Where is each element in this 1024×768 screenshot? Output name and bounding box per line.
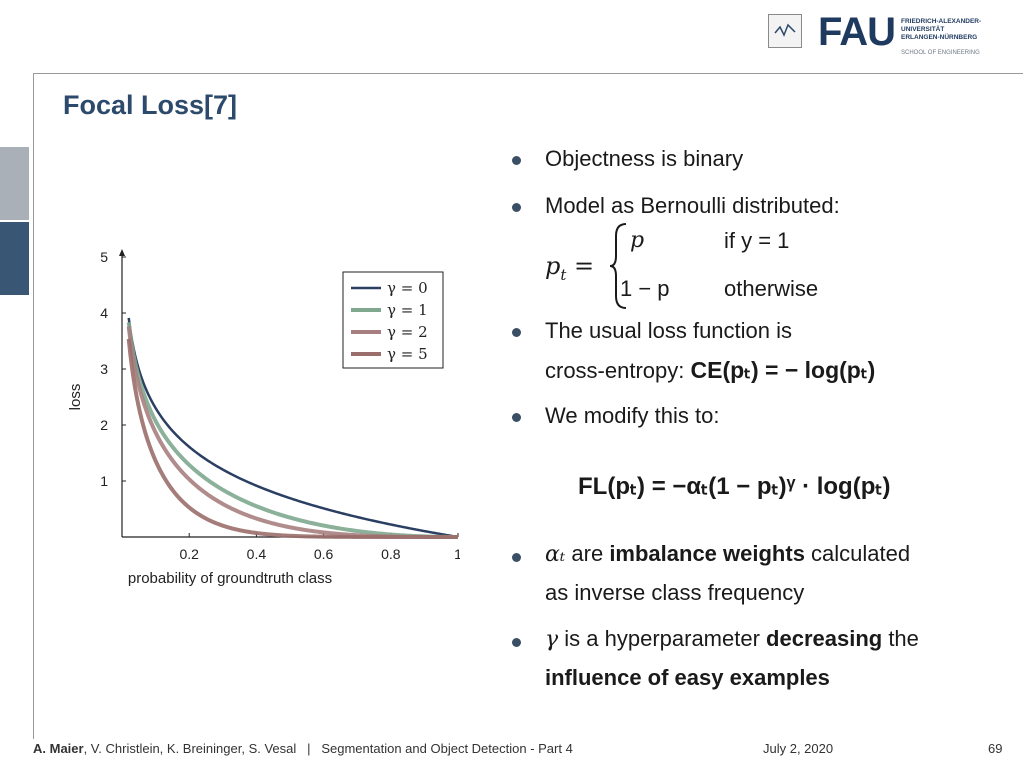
- bullet-gamma: γ is a hyperparameter decreasing the: [545, 626, 919, 652]
- footer-authors: A. Maier, V. Christlein, K. Breininger, …: [33, 741, 573, 756]
- footer-separator: |: [307, 741, 311, 756]
- y-tick-label: 1: [100, 473, 108, 489]
- footer-page-number: 69: [988, 741, 1003, 756]
- bullet-dot: [512, 638, 521, 647]
- focal-loss-chart: 0.2 0.4 0.6 0.8 1 1 2 3 4 5 probability of groundt…: [67, 249, 460, 587]
- sidebar-tab-previous[interactable]: [0, 147, 29, 220]
- logo-wordmark: FAU: [818, 10, 896, 54]
- logo-school-name: SCHOOL OF ENGINEERING: [901, 50, 980, 56]
- bullet-alpha-line2: as inverse class frequency: [545, 580, 805, 605]
- bullet-alpha: αₜ are imbalance weights calculated: [545, 541, 910, 567]
- x-tick-label: 0.4: [247, 546, 267, 562]
- footer-lecture-title: Segmentation and Object Detection - Part…: [321, 741, 573, 756]
- legend-entry: γ = 5: [387, 345, 428, 363]
- legend-entry: γ = 0: [387, 279, 428, 297]
- case2-value: 1 − p: [620, 276, 670, 301]
- y-tick-label: 5: [100, 249, 108, 265]
- y-tick-label: 4: [100, 305, 108, 321]
- logo-university-name: FRIEDRICH-ALEXANDER- UNIVERSITÄT ERLANGE…: [901, 18, 982, 41]
- case1-condition: if y = 1: [724, 228, 790, 253]
- pt-subscript: t: [560, 265, 567, 284]
- case2-condition: otherwise: [724, 276, 819, 301]
- imbalance-weights-term: imbalance weights: [609, 541, 805, 566]
- legend-entry: γ = 2: [387, 323, 428, 341]
- y-axis-arrow-icon: [119, 249, 125, 256]
- y-tick-label: 2: [100, 417, 108, 433]
- bullet-dot: [512, 203, 521, 212]
- bullet-list: Objectness is binary Model as Bernoulli …: [512, 0, 1012, 768]
- alpha-text-2: calculated: [804, 541, 911, 566]
- brace-icon: [609, 223, 627, 309]
- legend-entry: γ = 1: [387, 301, 428, 319]
- y-axis-label: loss: [67, 384, 84, 411]
- faculty-seal-icon: [768, 14, 802, 48]
- pt-lhs: pt =: [545, 252, 595, 284]
- x-tick-label: 0.6: [314, 546, 334, 562]
- slide-frame: [33, 73, 1023, 739]
- pt-symbol: p: [545, 252, 561, 280]
- gamma-symbol: γ: [545, 627, 559, 652]
- bullet-objectness: Objectness is binary: [545, 146, 744, 171]
- bullet-dot: [512, 413, 521, 422]
- series-line-gamma-0: [127, 317, 459, 539]
- gamma-text-2: the: [882, 626, 919, 651]
- x-tick-label: 0.2: [179, 546, 199, 562]
- focal-loss-formula: FL(pₜ) = −αₜ(1 − pₜ)ᵞ · log(pₜ): [578, 473, 891, 500]
- bullet-bernoulli: Model as Bernoulli distributed:: [545, 193, 840, 218]
- university-logo: FAU FRIEDRICH-ALEXANDER- UNIVERSITÄT ERL…: [768, 10, 988, 60]
- bullet-modify: We modify this to:: [545, 403, 720, 428]
- x-tick-label: 0.8: [381, 546, 401, 562]
- bullet-dot: [512, 328, 521, 337]
- cross-entropy-formula: CE(pₜ) = − log(pₜ): [690, 357, 876, 383]
- case1-value: p: [630, 228, 645, 253]
- x-axis-label: probability of groundtruth class: [128, 570, 332, 587]
- decreasing-term: decreasing: [766, 626, 883, 651]
- bullet-loss-function: The usual loss function is: [545, 318, 793, 343]
- gamma-text-1: is a hyperparameter: [558, 626, 767, 651]
- bullet-gamma-line2: influence of easy examples: [545, 665, 830, 690]
- y-tick-label: 3: [100, 361, 108, 377]
- alpha-text-1: are: [565, 541, 610, 566]
- bullet-dot: [512, 553, 521, 562]
- sidebar-tab-current[interactable]: [0, 222, 29, 295]
- footer-date: July 2, 2020: [763, 741, 834, 756]
- series-line-gamma-5: [126, 338, 458, 539]
- slide-title: Focal Loss[7]: [63, 90, 238, 120]
- alpha-symbol: αₜ: [545, 542, 566, 567]
- footer-lead-author: A. Maier: [33, 741, 84, 756]
- x-tick-label: 1: [454, 546, 460, 562]
- bullet-dot: [512, 156, 521, 165]
- cross-entropy-label: cross-entropy:: [545, 358, 691, 383]
- footer-coauthors: , V. Christlein, K. Breininger, S. Vesal: [83, 741, 297, 756]
- bullet-cross-entropy: cross-entropy: CE(pₜ) = − log(pₜ): [545, 357, 875, 384]
